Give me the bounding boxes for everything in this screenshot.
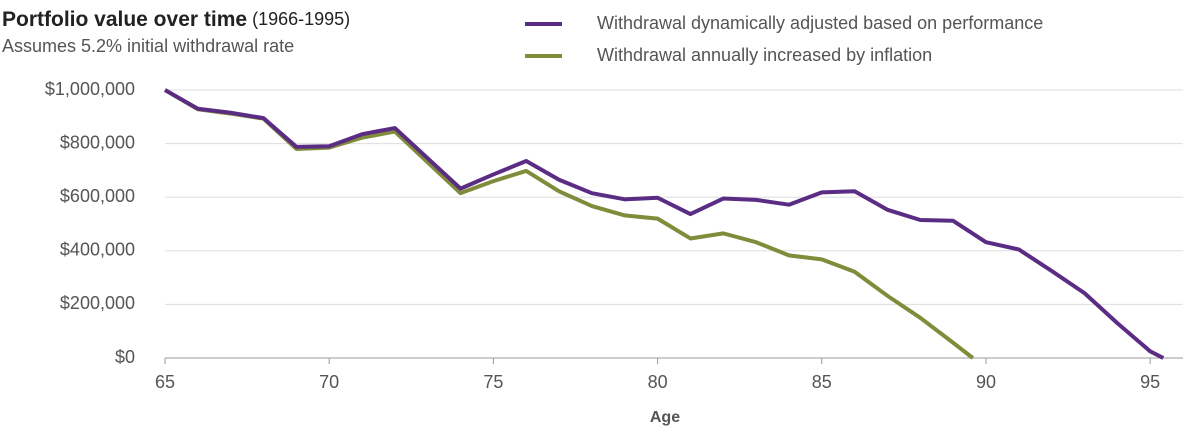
x-tick-label: 65 xyxy=(155,372,175,392)
x-tick-label: 75 xyxy=(483,372,503,392)
series-line xyxy=(164,88,1165,360)
x-tick-label: 95 xyxy=(1140,372,1160,392)
title-note: (1966-1995) xyxy=(252,9,350,29)
x-tick-label: 85 xyxy=(812,372,832,392)
x-tick-label: 80 xyxy=(648,372,668,392)
x-axis-label: Age xyxy=(650,409,680,426)
legend-label: Withdrawal dynamically adjusted based on… xyxy=(597,13,1043,33)
chart-subtitle: Assumes 5.2% initial withdrawal rate xyxy=(2,36,294,56)
chart-title: Portfolio value over time (1966-1995) xyxy=(2,8,350,31)
y-tick-label: $1,000,000 xyxy=(45,79,135,99)
y-tick-label: $800,000 xyxy=(60,132,135,152)
title-main: Portfolio value over time xyxy=(2,8,247,31)
y-tick-label: $600,000 xyxy=(60,186,135,206)
y-tick-label: $400,000 xyxy=(60,240,135,260)
x-tick-label: 70 xyxy=(319,372,339,392)
series-line xyxy=(163,88,975,360)
y-tick-label: $0 xyxy=(115,347,135,367)
y-tick-label: $200,000 xyxy=(60,293,135,313)
x-tick-label: 90 xyxy=(976,372,996,392)
legend-label: Withdrawal annually increased by inflati… xyxy=(597,45,932,65)
